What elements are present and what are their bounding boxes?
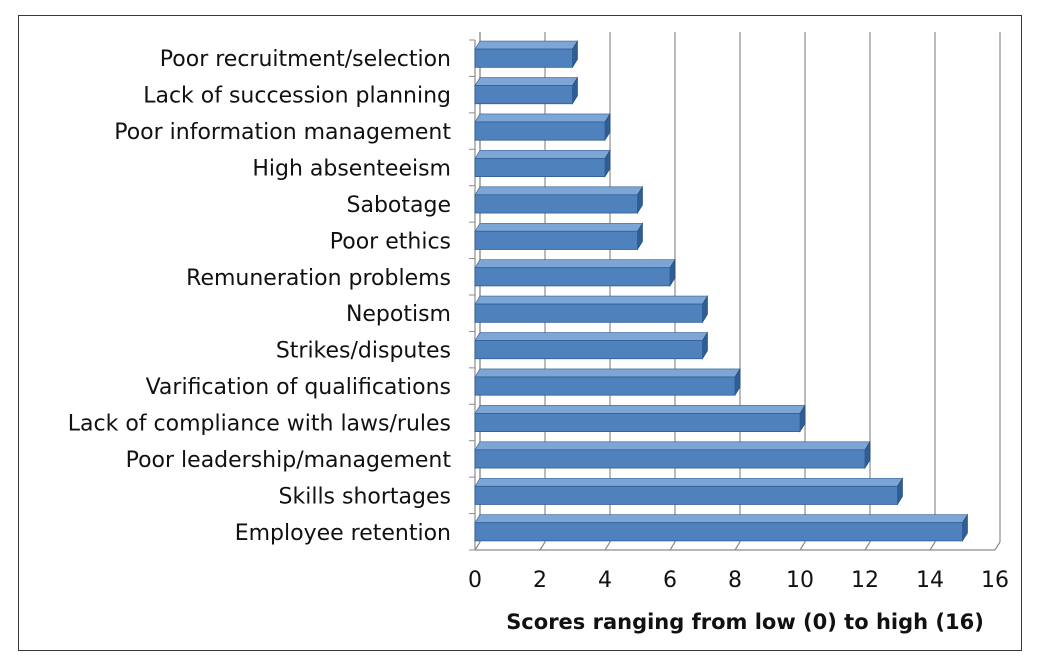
- floor-tick: [994, 541, 1001, 551]
- category-label: Poor leadership/management: [126, 448, 452, 473]
- bar: [474, 449, 866, 469]
- floor-tick: [539, 541, 546, 551]
- bar-top-face: [474, 113, 611, 123]
- category-label: Poor recruitment/selection: [160, 47, 451, 72]
- floor-tick: [929, 541, 936, 551]
- category-label: Poor ethics: [330, 229, 451, 254]
- bar: [474, 48, 573, 68]
- category-label: Varification of qualifications: [146, 375, 451, 400]
- bar: [474, 485, 898, 505]
- x-tick-label: 16: [981, 568, 1009, 593]
- bar: [474, 303, 703, 323]
- category-label: Lack of succession planning: [143, 84, 451, 109]
- bar: [474, 230, 638, 250]
- category-label: Skills shortages: [279, 484, 451, 509]
- category-label: Employee retention: [235, 521, 451, 546]
- bar-top-face: [474, 477, 904, 487]
- category-label: Strikes/disputes: [276, 339, 451, 364]
- bar-top-face: [474, 368, 741, 378]
- bar: [474, 522, 963, 542]
- category-label: Nepotism: [346, 302, 451, 327]
- bar: [474, 267, 671, 287]
- bar-top-face: [474, 295, 709, 305]
- bar-top-face: [474, 150, 611, 159]
- floor-tick: [474, 541, 481, 551]
- bar-top-face: [474, 259, 676, 268]
- bar-top-face: [474, 222, 644, 232]
- bar: [474, 376, 736, 396]
- x-tick-label: 14: [916, 568, 944, 593]
- category-labels: Poor recruitment/selection Lack of succes…: [68, 47, 452, 546]
- x-tick-label: 8: [728, 568, 742, 593]
- gridlines: [469, 32, 1001, 551]
- category-label: Lack of compliance with laws/rules: [68, 412, 451, 437]
- bar-top-face: [474, 441, 871, 451]
- bar-top-face: [474, 332, 709, 341]
- x-tick-label: 10: [786, 568, 814, 593]
- bar: [474, 412, 801, 433]
- bar-top-face: [474, 77, 579, 86]
- floor-tick: [799, 541, 806, 551]
- category-label: Poor information management: [114, 120, 451, 145]
- x-tick-label: 12: [851, 568, 879, 593]
- x-tick-labels: 0 2 4 6 8 10 12 14 16: [468, 568, 1009, 593]
- bar: [474, 85, 573, 105]
- x-tick-label: 2: [533, 568, 547, 593]
- x-tick-label: 0: [468, 568, 482, 593]
- bar-top-face: [474, 514, 969, 523]
- category-label: Remuneration problems: [186, 266, 451, 291]
- bar: [474, 121, 606, 141]
- floor-tick: [864, 541, 871, 551]
- x-tick-label: 4: [598, 568, 612, 593]
- bar: [474, 340, 703, 360]
- floor-tick: [604, 541, 611, 551]
- bar: [474, 194, 638, 214]
- bars: [474, 40, 969, 542]
- category-label: Sabotage: [347, 193, 451, 218]
- x-axis-title: Scores ranging from low (0) to high (16): [506, 610, 984, 634]
- floor-tick: [734, 541, 741, 551]
- bar-top-face: [474, 405, 806, 414]
- category-label: High absenteeism: [252, 157, 451, 182]
- x-tick-label: 6: [663, 568, 677, 593]
- bar-top-face: [474, 40, 579, 50]
- bar: [474, 157, 606, 178]
- bar-top-face: [474, 186, 644, 196]
- floor-tick: [669, 541, 676, 551]
